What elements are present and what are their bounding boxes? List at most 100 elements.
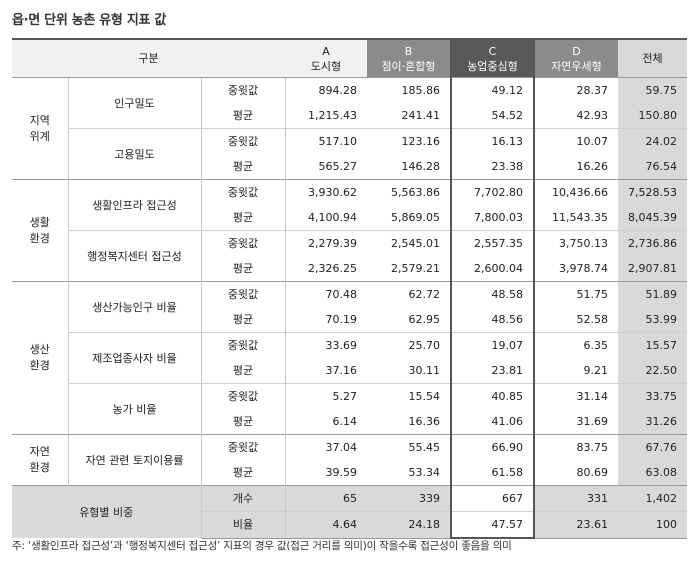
indicator-cell: 생활인프라 접근성 <box>68 179 202 231</box>
col-c-code: C <box>488 44 497 58</box>
value-cell: 10.07 <box>534 128 618 154</box>
value-cell: 339 <box>367 485 451 512</box>
stat-cell: 평균 <box>201 256 286 282</box>
stat-cell: 비율 <box>201 511 286 539</box>
value-cell: 23.61 <box>534 511 618 539</box>
stat-cell: 중윗값 <box>201 179 286 205</box>
value-cell: 67.76 <box>618 434 687 460</box>
table-row: 평균 565.27 146.28 23.38 16.26 76.54 <box>12 154 687 180</box>
value-cell: 565.27 <box>318 160 358 173</box>
stat-cell: 중윗값 <box>201 281 286 307</box>
value-cell: 54.52 <box>450 103 535 129</box>
value-cell: 80.69 <box>576 466 609 479</box>
value-cell: 8,045.39 <box>618 205 687 231</box>
col-a-code: A <box>322 44 330 58</box>
value-cell: 517.10 <box>285 128 367 154</box>
stat-cell: 개수 <box>201 485 286 512</box>
footnote: 주: ‘생활인프라 접근성’과 ‘행정복지센터 접근성’ 지표의 경우 값(접근… <box>12 540 512 552</box>
value-cell: 47.57 <box>450 511 535 539</box>
category-cell: 자연 환경 <box>12 434 69 486</box>
value-cell: 24.18 <box>367 511 451 539</box>
value-cell: 31.26 <box>618 409 687 435</box>
header-group: 구분 <box>12 38 285 78</box>
value-cell: 6.14 <box>332 415 358 428</box>
category-label: 지역 위계 <box>29 113 50 143</box>
value-cell: 15.54 <box>367 383 451 409</box>
value-cell: 19.07 <box>450 332 535 358</box>
value-cell: 62.72 <box>367 281 451 307</box>
value-cell: 42.93 <box>576 109 609 122</box>
value-cell: 48.56 <box>450 307 535 333</box>
value-cell: 11,543.35 <box>552 211 608 224</box>
table-row: 생활 환경 생활인프라 접근성 중윗값 3,930.62 5,563.86 7,702.8… <box>12 179 687 282</box>
value-cell: 22.50 <box>618 358 687 384</box>
indicator-cell: 자연 관련 토지이용률 <box>68 434 202 486</box>
value-cell: 331 <box>534 485 618 512</box>
table-row: 고용밀도 중윗값 517.10 123.16 16.13 10.07 24.02 <box>12 128 687 180</box>
value-cell: 53.34 <box>408 466 441 479</box>
indicator-table: 구분 A 도시형 B 점이·혼합형 C 농업중심형 D 자연우세형 전체 지역 위계 인구… <box>12 38 687 539</box>
value-cell: 37.04 <box>285 434 367 460</box>
value-cell: 4,100.94 <box>308 211 357 224</box>
value-cell: 7,800.03 <box>450 205 535 231</box>
value-cell: 2,545.01 <box>367 230 451 256</box>
value-cell: 1,215.43 <box>308 109 357 122</box>
value-cell: 894.28 <box>285 77 367 103</box>
value-cell: 2,600.04 <box>450 256 535 282</box>
footer-row: 유형별 비중 개수 65 339 667 331 1,402 <box>12 485 687 538</box>
category-cell: 생산 환경 <box>12 281 69 435</box>
value-cell: 2,326.25 <box>308 262 357 275</box>
header-total: 전체 <box>618 38 687 78</box>
value-cell: 52.58 <box>576 313 609 326</box>
value-cell: 2,907.81 <box>618 256 687 282</box>
value-cell: 5.27 <box>285 383 367 409</box>
table-row: 평균 4,100.94 5,869.05 7,800.03 11,543.35 8,045… <box>12 205 687 231</box>
category-cell: 지역 위계 <box>12 77 69 180</box>
value-cell: 65 <box>285 485 367 512</box>
value-cell: 5,869.05 <box>391 211 440 224</box>
value-cell: 51.89 <box>618 281 687 307</box>
stat-cell: 중윗값 <box>201 128 286 154</box>
header-col-b: B 점이·혼합형 <box>367 38 451 78</box>
value-cell: 123.16 <box>367 128 451 154</box>
table-row: 평균 70.19 62.95 48.56 52.58 53.99 <box>12 307 687 333</box>
stat-cell: 평균 <box>201 409 286 435</box>
category-label: 생산 환경 <box>29 343 50 372</box>
value-cell: 62.95 <box>408 313 441 326</box>
value-cell: 30.11 <box>408 364 441 377</box>
value-cell: 83.75 <box>534 434 618 460</box>
footer-row: 비율 4.64 24.18 47.57 23.61 100 <box>12 511 687 539</box>
stat-cell: 평균 <box>201 358 286 384</box>
value-cell: 63.08 <box>618 460 687 486</box>
stat-cell: 중윗값 <box>201 77 286 103</box>
value-cell: 33.69 <box>285 332 367 358</box>
indicator-cell: 제조업종사자 비율 <box>68 332 202 384</box>
value-cell: 16.13 <box>450 128 535 154</box>
category-cell: 생활 환경 <box>12 179 69 282</box>
value-cell: 41.06 <box>450 409 535 435</box>
stat-cell: 평균 <box>201 307 286 333</box>
table-row: 행정복지센터 접근성 중윗값 2,279.39 2,545.01 2,557.35 3,7… <box>12 230 687 282</box>
value-cell: 53.99 <box>618 307 687 333</box>
value-cell: 2,736.86 <box>618 230 687 256</box>
table-row: 자연 환경 자연 관련 토지이용률 중윗값 37.04 55.45 66.90 83.75 6… <box>12 434 687 486</box>
value-cell: 49.12 <box>450 77 535 103</box>
header-row: 구분 A 도시형 B 점이·혼합형 C 농업중심형 D 자연우세형 전체 <box>12 38 687 78</box>
page-title: 읍·면 단위 농촌 유형 지표 값 <box>12 13 167 28</box>
indicator-cell: 생산가능인구 비율 <box>68 281 202 333</box>
col-d-code: D <box>572 44 581 58</box>
table-row: 평균 39.59 53.34 61.58 80.69 63.08 <box>12 460 687 486</box>
value-cell: 23.38 <box>450 154 535 180</box>
value-cell: 2,279.39 <box>285 230 367 256</box>
value-cell: 55.45 <box>367 434 451 460</box>
value-cell: 2,557.35 <box>450 230 535 256</box>
value-cell: 185.86 <box>367 77 451 103</box>
col-b-name: 점이·혼합형 <box>381 59 436 73</box>
col-b-code: B <box>404 44 413 58</box>
table-row: 평균 37.16 30.11 23.81 9.21 22.50 <box>12 358 687 384</box>
value-cell: 48.58 <box>450 281 535 307</box>
value-cell: 28.37 <box>534 77 618 103</box>
col-c-name: 농업중심형 <box>467 59 518 73</box>
value-cell: 25.70 <box>367 332 451 358</box>
value-cell: 10,436.66 <box>534 179 618 205</box>
